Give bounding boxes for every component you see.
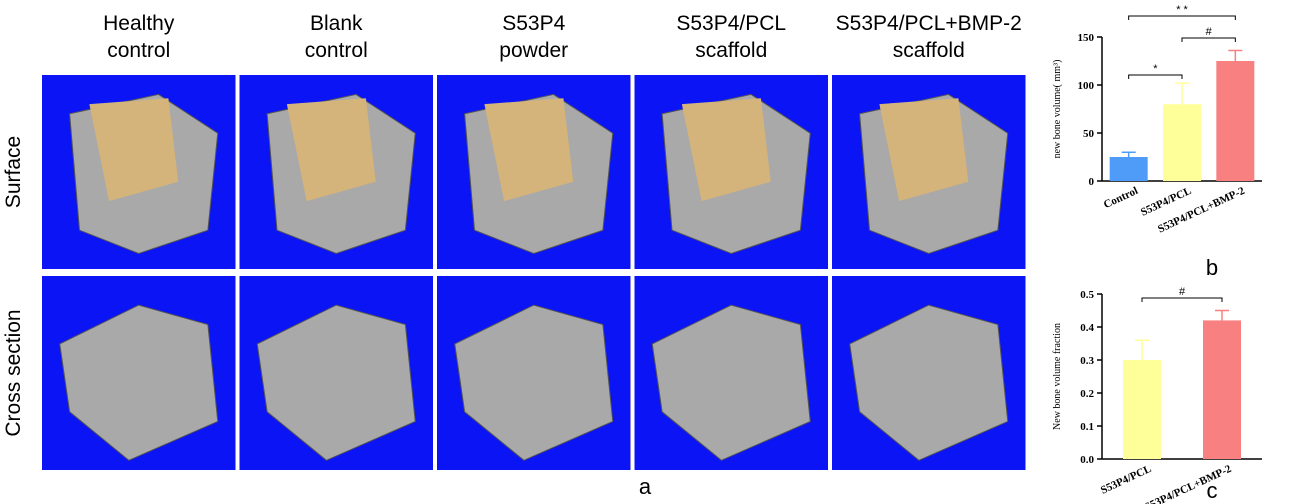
column-header: powder — [499, 39, 568, 62]
significance-bracket — [1129, 75, 1182, 79]
x-tick-label: S53P4/PCL — [1099, 463, 1153, 497]
significance-mark: # — [1206, 26, 1213, 38]
bar — [1163, 104, 1201, 181]
y-axis-label: new bone volume( mm³) — [1052, 60, 1063, 159]
x-tick-label: S53P4/PCL+BMP-2 — [1156, 185, 1247, 236]
bone-render — [662, 94, 810, 253]
y-tick-label: 0.0 — [1080, 454, 1094, 466]
y-tick-label: 0.3 — [1080, 355, 1094, 367]
x-tick-label: S53P4/PCL+BMP-2 — [1143, 463, 1234, 504]
panel-label: c — [1207, 478, 1218, 503]
y-tick-label: 0 — [1089, 176, 1095, 188]
significance-bracket — [1129, 16, 1236, 20]
bone-render — [70, 94, 218, 253]
bone-render — [465, 94, 613, 253]
bar — [1203, 320, 1241, 459]
column-header: control — [305, 39, 368, 62]
x-tick-label: Control — [1102, 185, 1140, 211]
column-header: S53P4 — [502, 12, 565, 35]
bar — [1110, 157, 1148, 181]
bone-render — [860, 94, 1008, 253]
y-tick-label: 100 — [1078, 80, 1095, 92]
y-tick-label: 50 — [1083, 128, 1095, 140]
column-header: Healthy — [103, 12, 175, 35]
significance-mark: * * — [1176, 4, 1188, 16]
significance-mark: * — [1153, 63, 1158, 75]
column-header: scaffold — [893, 39, 965, 62]
column-header: Blank — [310, 12, 363, 35]
row-label: Surface — [2, 136, 25, 208]
column-header: control — [107, 39, 170, 62]
panel-label: b — [1206, 255, 1218, 280]
significance-bracket — [1142, 298, 1222, 302]
y-tick-label: 150 — [1078, 32, 1095, 44]
figure: a Healthy control Blank control S53P4 powder S… — [0, 0, 1290, 504]
column-header: S53P4/PCL+BMP-2 — [836, 12, 1022, 35]
bar — [1123, 360, 1161, 459]
y-tick-label: 0.4 — [1080, 322, 1094, 334]
row-label: Cross section — [2, 309, 25, 436]
column-header: scaffold — [695, 39, 767, 62]
y-tick-label: 0.5 — [1080, 289, 1094, 301]
error-bar — [1135, 340, 1149, 360]
bone-render — [267, 94, 415, 253]
error-bar — [1228, 50, 1242, 61]
significance-bracket — [1182, 38, 1235, 42]
column-header: S53P4/PCL — [676, 12, 786, 35]
error-bar — [1215, 311, 1229, 321]
significance-mark: # — [1179, 286, 1186, 298]
error-bar — [1175, 83, 1189, 104]
error-bar — [1122, 152, 1136, 157]
y-axis-label: New bone volume fraction — [1052, 323, 1063, 430]
bar — [1216, 61, 1254, 181]
y-tick-label: 0.2 — [1080, 388, 1094, 400]
panel-label: a — [639, 474, 652, 499]
y-tick-label: 0.1 — [1080, 421, 1094, 433]
